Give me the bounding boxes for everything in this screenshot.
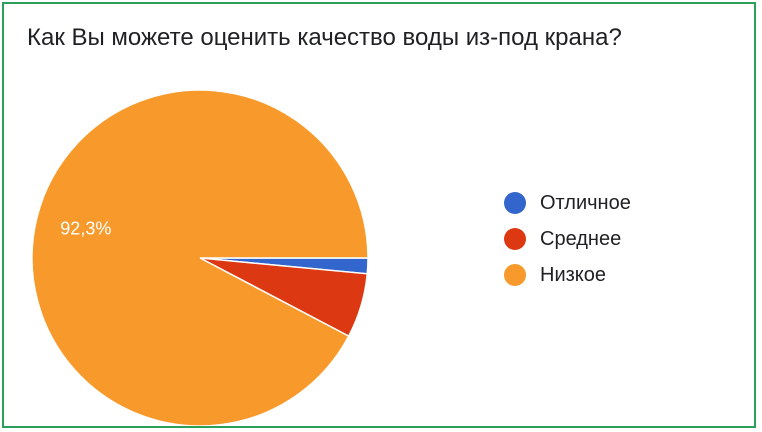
legend-label-srednee: Среднее <box>540 227 622 250</box>
legend-item-otlichnoe[interactable]: Отличное <box>504 190 631 216</box>
legend-item-srednee[interactable]: Среднее <box>504 226 631 252</box>
slice-nizkoe[interactable] <box>31 89 369 426</box>
legend-label-nizkoe: Низкое <box>540 263 607 286</box>
chart-title: Как Вы можете оценить качество воды из-п… <box>27 24 622 51</box>
legend-item-nizkoe[interactable]: Низкое <box>504 262 631 288</box>
chart-frame: Как Вы можете оценить качество воды из-п… <box>2 2 756 428</box>
legend: Отличное Среднее Низкое <box>504 190 631 288</box>
pie-chart: 92,3% <box>31 89 369 426</box>
legend-swatch-otlichnoe <box>504 192 526 214</box>
data-label-nizkoe: 92,3% <box>60 219 111 239</box>
legend-swatch-srednee <box>504 228 526 250</box>
legend-swatch-nizkoe <box>504 264 526 286</box>
legend-label-otlichnoe: Отличное <box>540 191 631 214</box>
